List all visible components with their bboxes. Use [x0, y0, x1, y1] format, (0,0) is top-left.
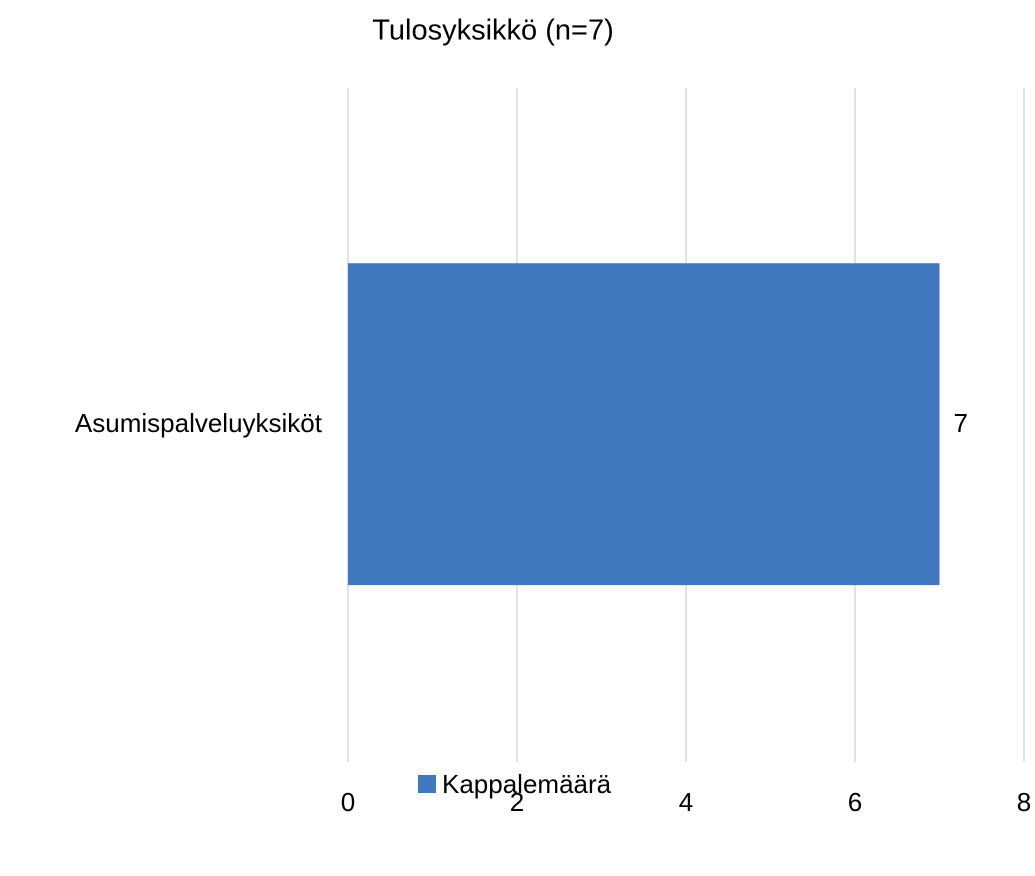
legend-swatch — [418, 775, 436, 793]
y-tick-label: Asumispalveluyksiköt — [75, 408, 323, 438]
chart-title: Tulosyksikkö (n=7) — [372, 15, 613, 47]
x-tick-label: 6 — [848, 787, 862, 817]
x-tick-label: 0 — [341, 787, 355, 817]
x-tick-label: 4 — [679, 787, 693, 817]
x-tick-label: 2 — [510, 787, 524, 817]
x-tick-label: 8 — [1017, 787, 1031, 817]
bar — [348, 263, 940, 586]
data-label: 7 — [954, 408, 968, 438]
legend-label: Kappalemäärä — [442, 769, 612, 799]
